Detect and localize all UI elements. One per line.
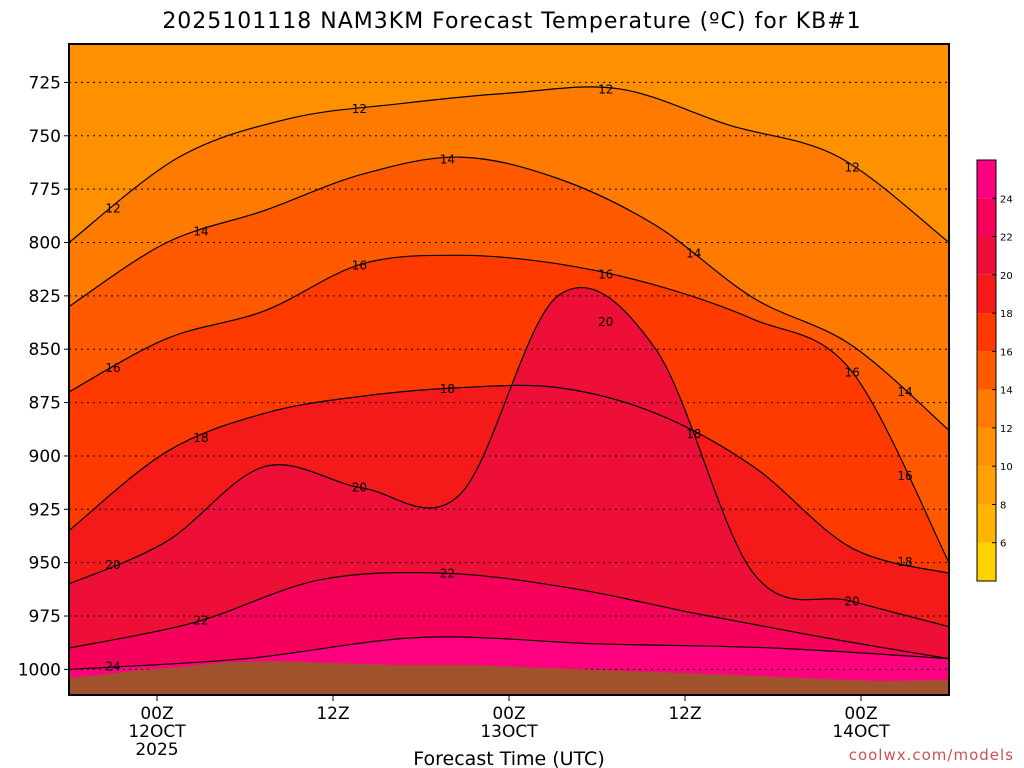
contour-label: 12 bbox=[845, 160, 860, 174]
chart-title: 2025101118 NAM3KM Forecast Temperature (… bbox=[162, 9, 861, 34]
colorbar-label: 8 bbox=[1000, 501, 1006, 512]
contour-label: 16 bbox=[352, 258, 367, 272]
y-tick-label: 975 bbox=[29, 607, 61, 627]
contour-18 bbox=[69, 384, 949, 574]
contour-20 bbox=[69, 286, 949, 628]
isotherm-contours bbox=[69, 86, 949, 670]
contour-label: 16 bbox=[897, 469, 912, 483]
x-tick-label: 00Z bbox=[492, 704, 525, 724]
contour-label: 18 bbox=[440, 382, 455, 396]
y-tick-label: 725 bbox=[29, 73, 61, 93]
y-axis: 725 750 775 800 825 850 875 900 925 950 975 1000 bbox=[18, 73, 69, 680]
contour-label: 18 bbox=[897, 555, 912, 569]
contour-label: 22 bbox=[193, 613, 208, 627]
x-tick-label: 00Z bbox=[844, 704, 877, 724]
colorbar-label: 14 bbox=[1000, 386, 1013, 397]
colorbar-label: 22 bbox=[1000, 233, 1013, 244]
contour-label: 16 bbox=[845, 366, 860, 380]
colorbar-label: 24 bbox=[1000, 194, 1013, 205]
colorbar-label: 20 bbox=[1000, 271, 1013, 282]
colorbar-label: 18 bbox=[1000, 309, 1013, 320]
colorbar-label: 12 bbox=[1000, 424, 1013, 435]
contour-label: 20 bbox=[352, 480, 367, 494]
colorbar-swatch bbox=[977, 160, 996, 199]
contour-label: 18 bbox=[193, 431, 208, 445]
x-tick-label: 12Z bbox=[316, 704, 349, 724]
colorbar-label: 10 bbox=[1000, 462, 1013, 473]
y-tick-label: 850 bbox=[29, 340, 61, 360]
contour-labels: 12 12 12 12 14 14 14 14 16 16 16 16 16 18 18 18 18 20 20 20… bbox=[105, 82, 912, 673]
colorbar-swatch bbox=[977, 236, 996, 275]
contour-label: 12 bbox=[105, 201, 120, 215]
y-tick-label: 900 bbox=[29, 447, 61, 467]
colorbar-swatch bbox=[977, 504, 996, 543]
x-tick-label: 12Z bbox=[668, 704, 701, 724]
y-tick-label: 825 bbox=[29, 287, 61, 307]
y-tick-label: 875 bbox=[29, 394, 61, 414]
y-tick-label: 775 bbox=[29, 180, 61, 200]
y-tick-label: 750 bbox=[29, 127, 61, 147]
contour-label: 12 bbox=[352, 102, 367, 116]
colorbar-swatch bbox=[977, 389, 996, 428]
colorbar: 6 8 10 12 14 16 18 20 22 24 bbox=[976, 159, 1013, 582]
plot-area bbox=[69, 44, 949, 695]
contour-label: 18 bbox=[686, 427, 701, 441]
contour-label: 14 bbox=[193, 224, 208, 238]
contour-12 bbox=[69, 86, 949, 243]
x-axis-title: Forecast Time (UTC) bbox=[413, 748, 604, 768]
x-tick-date: 13OCT bbox=[480, 722, 538, 742]
contour-label: 24 bbox=[105, 660, 120, 674]
y-tick-label: 950 bbox=[29, 554, 61, 574]
gridlines bbox=[69, 81, 949, 670]
colorbar-swatch bbox=[977, 542, 996, 581]
contour-label: 12 bbox=[598, 82, 613, 96]
contour-22 bbox=[69, 571, 949, 660]
colorbar-label: 16 bbox=[1000, 347, 1013, 358]
terrain-surface bbox=[69, 661, 949, 695]
x-tick-year: 2025 bbox=[135, 740, 178, 760]
contour-label: 16 bbox=[598, 267, 613, 281]
colorbar-swatch bbox=[977, 274, 996, 314]
y-tick-label: 1000 bbox=[18, 660, 61, 680]
contour-label: 20 bbox=[105, 558, 120, 572]
x-tick-label: 00Z bbox=[140, 704, 173, 724]
colorbar-swatch bbox=[977, 313, 996, 352]
colorbar-swatch bbox=[977, 427, 996, 467]
colorbar-swatch bbox=[977, 466, 996, 505]
contour-label: 14 bbox=[686, 247, 701, 261]
contour-label: 14 bbox=[897, 385, 912, 399]
x-tick-date: 12OCT bbox=[128, 722, 186, 742]
contour-label: 22 bbox=[440, 567, 455, 581]
contour-label: 20 bbox=[845, 594, 860, 608]
contour-16 bbox=[69, 254, 949, 563]
colorbar-label: 6 bbox=[1000, 539, 1006, 550]
contour-label: 16 bbox=[105, 361, 120, 375]
contour-14 bbox=[69, 156, 949, 431]
contour-label: 14 bbox=[440, 152, 455, 166]
colorbar-swatch bbox=[977, 351, 996, 390]
colorbar-swatch bbox=[977, 198, 996, 237]
x-tick-date: 14OCT bbox=[832, 722, 890, 742]
temperature-fill-bands bbox=[69, 44, 949, 695]
credit-text: coolwx.com/models bbox=[849, 746, 1014, 764]
colorbar-frame bbox=[976, 159, 997, 582]
y-tick-label: 925 bbox=[29, 500, 61, 520]
contour-24 bbox=[69, 636, 949, 670]
contour-label: 20 bbox=[598, 315, 613, 329]
y-tick-label: 800 bbox=[29, 234, 61, 254]
